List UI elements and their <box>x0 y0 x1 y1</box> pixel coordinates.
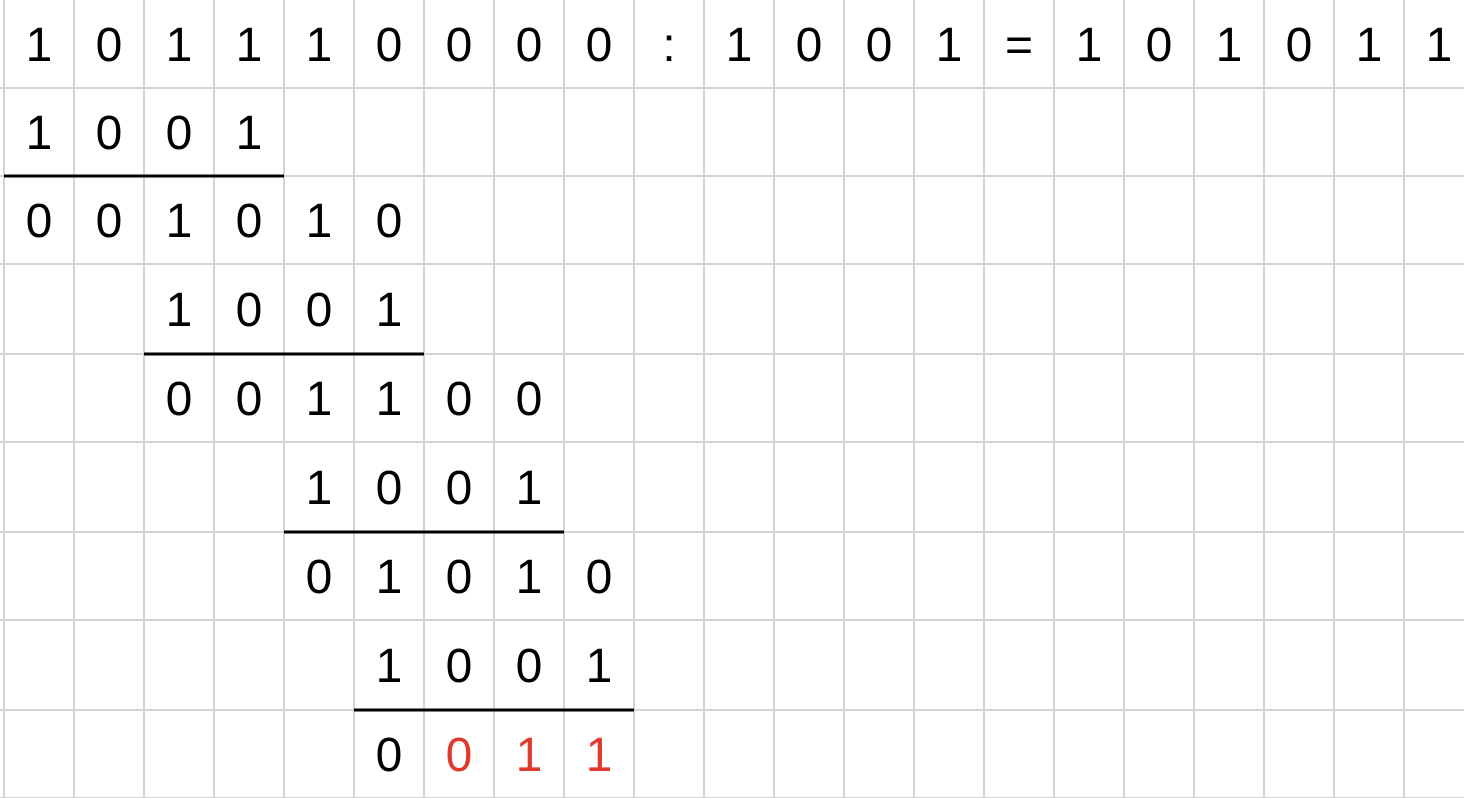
division-digit: 1 <box>166 19 193 72</box>
remainder-digit: 1 <box>586 729 613 782</box>
division-digit: 0 <box>236 195 263 248</box>
division-digit: 1 <box>516 462 543 515</box>
division-digit: 1 <box>376 373 403 426</box>
division-digit: 0 <box>516 19 543 72</box>
subtraction-rules <box>4 174 634 712</box>
remainder-digit: 1 <box>516 729 543 782</box>
division-digit: 0 <box>166 373 193 426</box>
division-digit: 1 <box>306 195 333 248</box>
division-digit: 0 <box>306 551 333 604</box>
division-digit: 1 <box>166 195 193 248</box>
division-digit: 0 <box>166 107 193 160</box>
remainder-digit: 0 <box>446 729 473 782</box>
division-digit: 0 <box>236 284 263 337</box>
division-digit: 0 <box>446 19 473 72</box>
division-digit: 1 <box>1426 19 1453 72</box>
division-digit: 1 <box>236 19 263 72</box>
division-digit: 1 <box>376 551 403 604</box>
division-digit: 1 <box>586 640 613 693</box>
division-digit: 1 <box>1216 19 1243 72</box>
division-digit: 1 <box>376 640 403 693</box>
division-digit: 0 <box>236 373 263 426</box>
division-digit: 0 <box>586 551 613 604</box>
equals-sign: = <box>1005 19 1033 72</box>
division-digit: 1 <box>26 107 53 160</box>
division-digit: 0 <box>866 19 893 72</box>
division-digit: 0 <box>446 373 473 426</box>
division-digit: 0 <box>306 284 333 337</box>
division-digit: 0 <box>446 462 473 515</box>
division-digit: 1 <box>306 373 333 426</box>
division-digit: 1 <box>306 462 333 515</box>
division-digit: 1 <box>376 284 403 337</box>
division-digit: 0 <box>516 640 543 693</box>
division-digit: 1 <box>166 284 193 337</box>
division-digit: 1 <box>1356 19 1383 72</box>
division-digits: 1 0 1 1 1 0 0 0 0:1 0 0 1 = 1 0 1 0 1 11 0 0 10 0 1 0 1 01 0 0 10 0 1 1 0… <box>26 19 1453 782</box>
division-digit: 1 <box>26 19 53 72</box>
division-digit: 0 <box>1146 19 1173 72</box>
division-digit: 1 <box>306 19 333 72</box>
division-digit: 0 <box>96 195 123 248</box>
division-digit: 0 <box>586 19 613 72</box>
division-digit: 0 <box>376 462 403 515</box>
division-digit: 1 <box>516 551 543 604</box>
division-digit: 1 <box>936 19 963 72</box>
division-digit: 1 <box>726 19 753 72</box>
division-digit: 0 <box>376 19 403 72</box>
division-digit: 0 <box>26 195 53 248</box>
division-sign: : <box>662 19 675 72</box>
division-digit: 0 <box>796 19 823 72</box>
division-digit: 0 <box>1286 19 1313 72</box>
division-digit: 0 <box>376 729 403 782</box>
division-digit: 0 <box>96 107 123 160</box>
division-digit: 0 <box>96 19 123 72</box>
division-digit: 0 <box>516 373 543 426</box>
division-digit: 0 <box>446 640 473 693</box>
division-digit: 1 <box>236 107 263 160</box>
division-digit: 1 <box>1076 19 1103 72</box>
division-digit: 0 <box>376 195 403 248</box>
division-digit: 0 <box>446 551 473 604</box>
